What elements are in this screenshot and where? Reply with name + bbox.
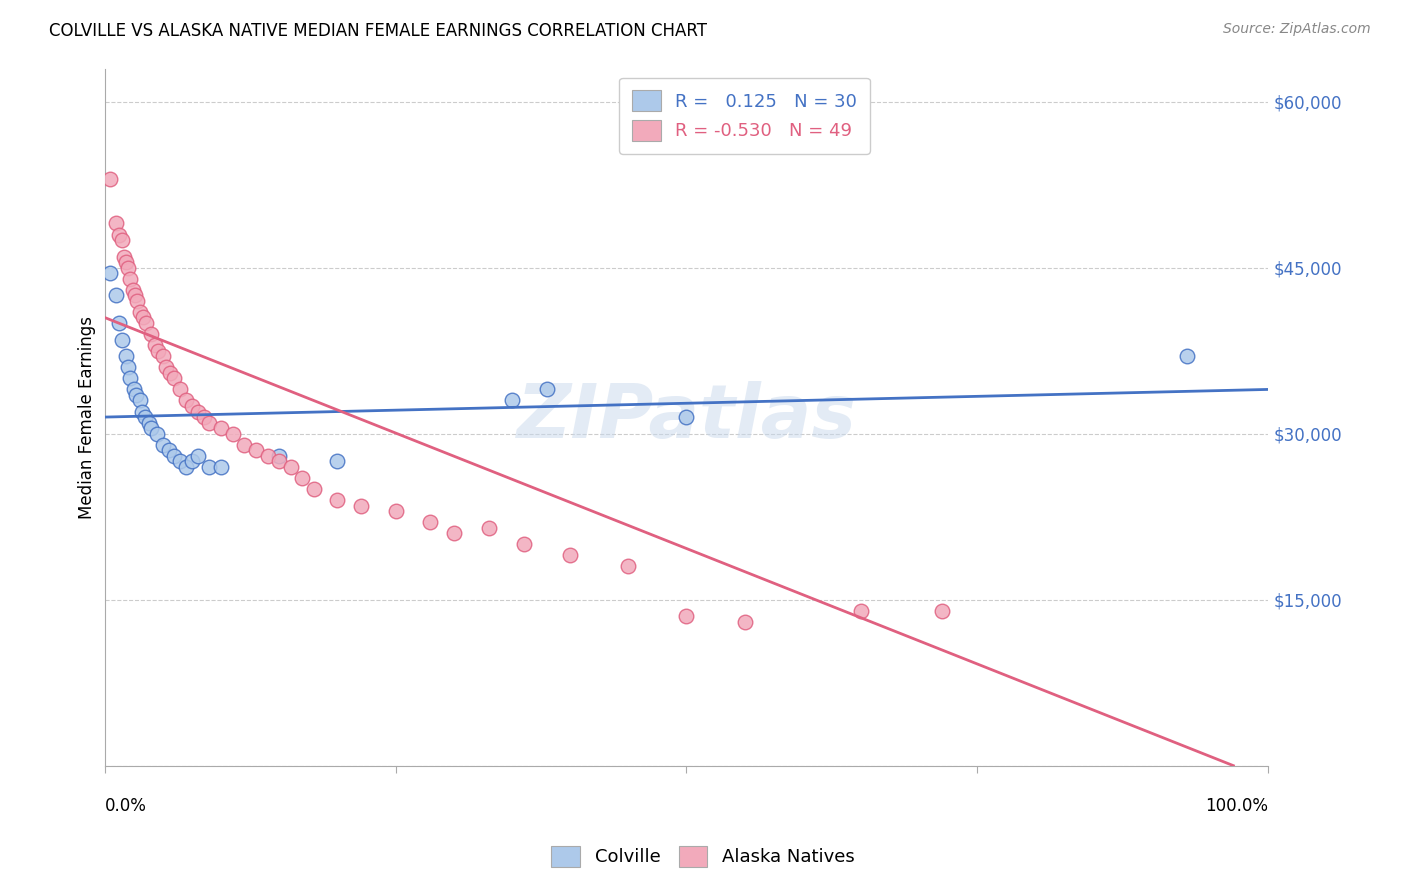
Point (1175, 349, 1198, 363)
Point (198, 459, 221, 474)
Point (209, 421, 232, 435)
Point (112, 250, 135, 264)
Point (117, 260, 139, 275)
Point (291, 471, 314, 485)
Point (221, 426, 243, 441)
Point (117, 360, 139, 375)
Point (209, 459, 232, 474)
Point (111, 233, 134, 247)
Point (127, 293, 149, 308)
Text: COLVILLE VS ALASKA NATIVE MEDIAN FEMALE EARNINGS CORRELATION CHART: COLVILLE VS ALASKA NATIVE MEDIAN FEMALE … (49, 22, 707, 40)
Point (125, 388, 148, 402)
Point (617, 559, 640, 574)
Point (256, 449, 278, 463)
Point (163, 371, 186, 385)
Point (849, 604, 872, 618)
Point (187, 449, 209, 463)
Point (100, 172, 122, 186)
Point (675, 410, 697, 425)
Point (180, 399, 202, 413)
Point (193, 410, 215, 425)
Point (134, 410, 156, 425)
Point (326, 493, 349, 508)
Point (128, 393, 150, 408)
Point (105, 288, 128, 302)
Point (122, 383, 145, 397)
Point (159, 366, 181, 380)
Point (512, 537, 534, 551)
Point (536, 383, 558, 397)
Legend: R =   0.125   N = 30, R = -0.530   N = 49: R = 0.125 N = 30, R = -0.530 N = 49 (620, 78, 870, 153)
Point (146, 343, 169, 358)
Point (107, 227, 129, 242)
Point (157, 443, 180, 458)
Point (155, 360, 177, 375)
Point (143, 338, 166, 352)
Point (443, 526, 465, 541)
Point (734, 615, 756, 629)
Point (141, 327, 163, 342)
Point (107, 316, 129, 330)
Legend: Colville, Alaska Natives: Colville, Alaska Natives (544, 838, 862, 874)
Point (675, 609, 697, 624)
Point (114, 255, 136, 269)
Point (233, 438, 256, 452)
Point (349, 499, 371, 513)
Text: Source: ZipAtlas.com: Source: ZipAtlas.com (1223, 22, 1371, 37)
Point (269, 454, 291, 468)
Point (141, 421, 163, 435)
Point (478, 521, 501, 535)
Point (180, 454, 202, 468)
Point (501, 393, 523, 408)
Point (105, 216, 128, 230)
Point (931, 604, 953, 618)
Text: 0.0%: 0.0% (104, 797, 146, 815)
Point (111, 333, 134, 347)
Point (198, 416, 221, 430)
Point (100, 266, 122, 280)
Point (131, 404, 153, 418)
Point (124, 288, 146, 302)
Point (384, 504, 406, 518)
Point (132, 310, 155, 325)
Point (174, 393, 197, 408)
Text: ZIPatlas: ZIPatlas (516, 381, 856, 454)
Point (120, 272, 142, 286)
Point (280, 459, 302, 474)
Point (169, 383, 191, 397)
Point (302, 482, 325, 496)
Point (146, 426, 169, 441)
Point (128, 305, 150, 319)
Text: 100.0%: 100.0% (1205, 797, 1268, 815)
Point (169, 454, 191, 468)
Point (135, 316, 157, 330)
Point (121, 283, 143, 297)
Point (174, 459, 197, 474)
Point (326, 454, 349, 468)
Point (419, 515, 441, 529)
Point (120, 371, 142, 385)
Point (558, 549, 581, 563)
Y-axis label: Median Female Earnings: Median Female Earnings (79, 316, 96, 518)
Point (152, 349, 174, 363)
Point (163, 449, 186, 463)
Point (245, 443, 267, 458)
Point (138, 416, 160, 430)
Point (187, 404, 209, 418)
Point (152, 438, 174, 452)
Point (114, 349, 136, 363)
Point (269, 449, 291, 463)
